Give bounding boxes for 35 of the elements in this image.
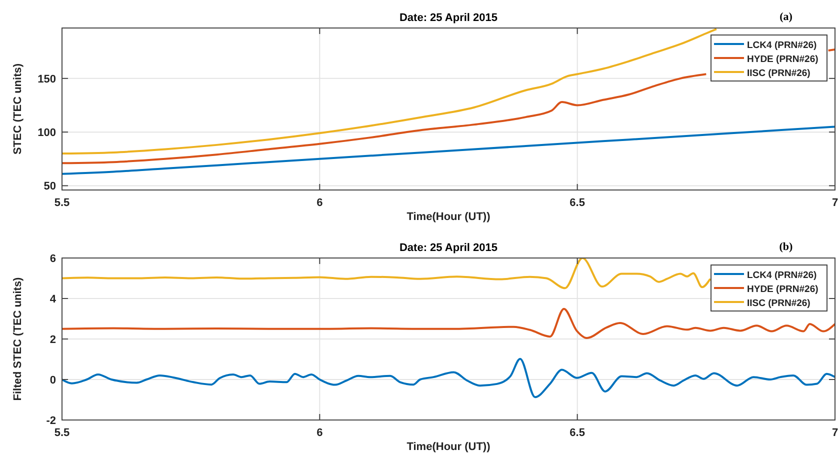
legend-label: LCK4 (PRN#26) — [747, 40, 817, 51]
y-tick-label: -2 — [46, 415, 56, 427]
legend-label: IISC (PRN#26) — [747, 298, 810, 309]
y-tick-label: 150 — [38, 73, 56, 86]
chart-title: Date: 25 April 2015 — [399, 12, 498, 24]
legend-label: HYDE (PRN#26) — [747, 284, 818, 295]
line-series — [62, 258, 712, 290]
text: (b) — [779, 241, 794, 253]
x-tick-label: 6.5 — [570, 197, 585, 209]
legend-label: HYDE (PRN#26) — [747, 54, 818, 65]
x-tick-label: 6 — [316, 197, 323, 209]
y-tick-label: 0 — [50, 374, 56, 386]
legend-label: IISC (PRN#26) — [747, 68, 810, 79]
y-axis-title: STEC (TEC units) — [12, 63, 24, 155]
y-tick-label: 2 — [50, 334, 56, 346]
y-axis-title: Filted STEC (TEC units) — [12, 276, 24, 401]
x-tick-label: 7 — [832, 427, 838, 439]
x-axis-title: Time(Hour (UT)) — [406, 441, 491, 453]
x-tick-label: 7 — [832, 197, 838, 209]
y-tick-label: 50 — [44, 180, 56, 193]
y-tick-label: 100 — [38, 127, 56, 140]
line-series — [62, 126, 835, 175]
legend-label: LCK4 (PRN#26) — [747, 270, 817, 281]
chart-title: Date: 25 April 2015 — [399, 242, 498, 254]
text: (a) — [780, 11, 793, 23]
y-tick-label: 4 — [50, 294, 57, 306]
x-tick-label: 5.5 — [54, 197, 70, 209]
y-tick-label: 6 — [50, 253, 56, 265]
x-tick-label: 6.5 — [570, 427, 585, 439]
x-axis-title: Time(Hour (UT)) — [406, 211, 491, 223]
x-tick-label: 6 — [316, 427, 323, 439]
x-tick-label: 5.5 — [54, 427, 70, 439]
line-series — [62, 358, 835, 398]
line-series — [62, 308, 835, 339]
line-series — [62, 28, 718, 155]
